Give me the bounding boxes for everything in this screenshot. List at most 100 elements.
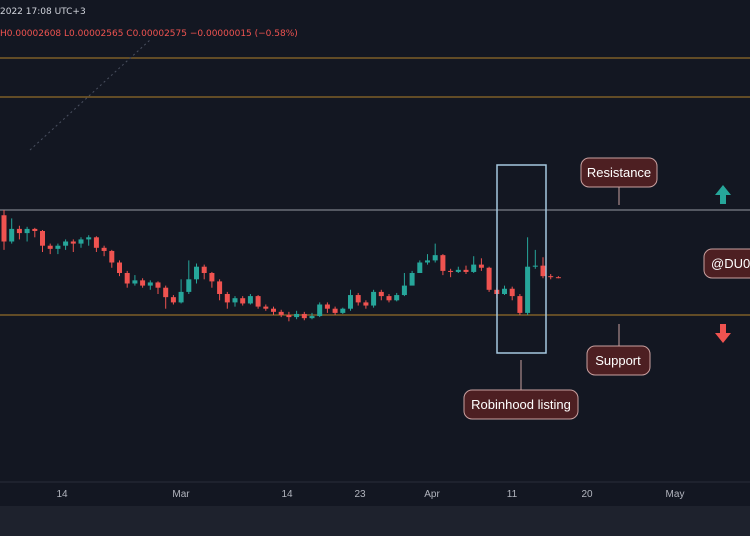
candle: [455, 266, 461, 273]
candle-body: [317, 304, 323, 317]
candle: [124, 270, 130, 288]
candle: [394, 292, 400, 302]
x-tick-label: 14: [281, 489, 293, 500]
candle-body: [525, 266, 531, 313]
candle-body: [409, 273, 415, 286]
x-tick-label: Apr: [424, 489, 440, 500]
candle: [517, 294, 523, 315]
resistance-label: Resistance: [587, 165, 651, 180]
candle: [132, 275, 138, 286]
candle-body: [548, 276, 554, 278]
candle-body: [32, 228, 38, 231]
x-tick-label: 23: [354, 489, 366, 500]
candle: [178, 279, 184, 304]
candle: [9, 218, 15, 244]
candle-body: [386, 296, 392, 301]
candle: [224, 291, 230, 309]
candle-body: [86, 237, 92, 240]
candle-body: [9, 228, 15, 242]
candle-body: [16, 228, 22, 234]
candle: [386, 294, 392, 303]
candle-body: [240, 298, 246, 304]
candle: [317, 302, 323, 318]
candle: [247, 294, 253, 305]
candle-body: [309, 316, 315, 319]
candle: [93, 236, 99, 252]
candle-body: [93, 237, 99, 248]
candle: [525, 237, 531, 315]
candle-body: [332, 308, 338, 313]
candle-body: [247, 296, 253, 304]
candle-body: [371, 291, 377, 306]
candle-body: [355, 295, 361, 303]
candle-body: [348, 295, 353, 309]
candle-body: [448, 270, 454, 272]
candle: [301, 311, 307, 321]
candle: [117, 260, 122, 277]
x-axis: 14 Mar 14 23 Apr 11 20 May: [0, 481, 750, 500]
candle: [16, 225, 22, 240]
candle: [294, 310, 300, 320]
candle-body: [271, 308, 276, 312]
candle-body: [117, 262, 122, 273]
candle-body: [63, 241, 69, 246]
candle-body: [432, 255, 438, 261]
candle-body: [417, 262, 423, 273]
candle: [324, 302, 330, 313]
candle-body: [47, 245, 53, 249]
candle: [555, 276, 561, 279]
candle-body: [194, 266, 199, 280]
bottom-toolbar: [0, 506, 750, 536]
candle-body: [1, 215, 7, 242]
candle-body: [440, 255, 446, 271]
candle-body: [163, 287, 169, 298]
watermark-callout: @DU09: [703, 248, 750, 279]
candle: [40, 229, 45, 252]
candle-body: [340, 308, 346, 313]
candle: [378, 289, 384, 301]
x-tick-label: Mar: [172, 489, 190, 500]
candle: [140, 278, 146, 288]
candle: [278, 309, 284, 318]
candle-body: [24, 228, 30, 234]
candle-body: [155, 282, 161, 288]
candle-body: [286, 315, 292, 318]
candle-body: [324, 304, 330, 309]
candle-body: [263, 306, 269, 309]
candle: [101, 245, 107, 257]
robinhood-callout: Robinhood listing: [463, 360, 579, 420]
support-label: Support: [595, 353, 641, 368]
candle: [70, 239, 76, 252]
candle: [463, 265, 469, 275]
robinhood-label: Robinhood listing: [471, 397, 571, 412]
candle-body: [170, 297, 176, 303]
candle-body: [294, 313, 300, 318]
candle: [163, 285, 169, 309]
candle-body: [209, 273, 215, 282]
candle: [363, 300, 369, 309]
candle-body: [147, 282, 153, 286]
candle-body: [70, 241, 76, 244]
candle: [1, 210, 7, 250]
candle: [502, 285, 507, 296]
candle-body: [486, 267, 492, 290]
header-ohlc: H0.00002608 L0.00002565 C0.00002575 −0.0…: [0, 29, 298, 39]
candle-body: [394, 295, 400, 301]
candle-body: [301, 313, 307, 319]
candle-body: [455, 269, 461, 272]
candle-body: [540, 265, 546, 277]
candle: [425, 254, 430, 265]
candle: [55, 243, 61, 255]
candle-body: [378, 291, 384, 297]
x-tick-label: 20: [581, 489, 593, 500]
candle-body: [224, 294, 230, 303]
candle: [355, 292, 361, 306]
candle-body: [255, 296, 261, 307]
candle-body: [217, 281, 223, 294]
candle-body: [178, 291, 184, 303]
candle-body: [132, 280, 138, 284]
candle: [263, 304, 269, 311]
candle: [271, 306, 276, 315]
candle: [440, 254, 446, 276]
watermark-label: @DU09: [711, 256, 750, 271]
